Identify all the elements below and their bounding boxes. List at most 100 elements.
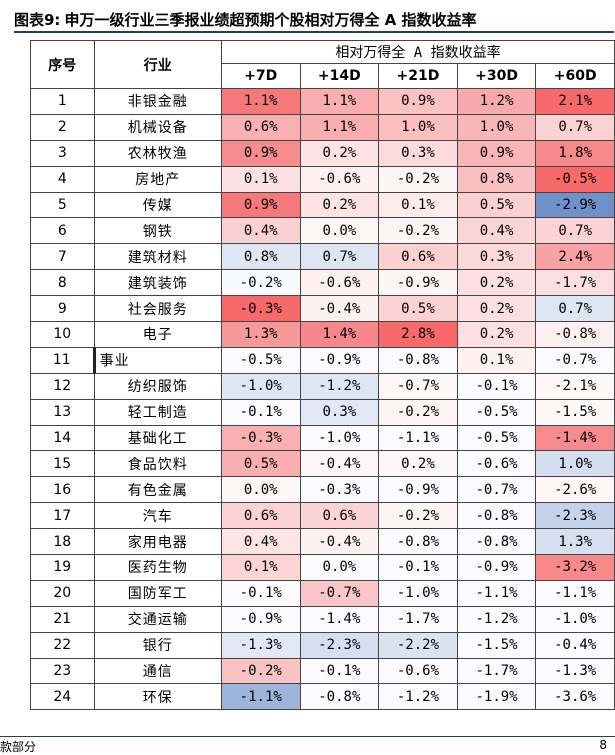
industry-cell: 事业 — [92, 346, 222, 374]
value-cell: -1.7% — [456, 657, 537, 685]
value-cell: 0.0% — [299, 554, 380, 581]
value-cell: -1.0% — [535, 605, 615, 633]
col-header-60d: +60D — [535, 63, 615, 89]
value-cell: -1.1% — [378, 424, 458, 452]
value-cell: -0.2% — [220, 657, 301, 685]
value-cell: -1.4% — [535, 424, 615, 452]
value-cell: -0.2% — [378, 398, 458, 426]
industry-cell: 汽车 — [93, 502, 222, 530]
value-cell: -1.2% — [456, 605, 537, 633]
value-cell: -0.8% — [299, 683, 380, 711]
industry-header: 行业 — [93, 40, 222, 89]
table-row: 7 建筑材料 0.8% 0.7% 0.6% 0.3% 2.4% — [30, 243, 615, 271]
value-cell: -0.7% — [299, 579, 380, 607]
value-cell: 1.4% — [299, 321, 380, 348]
table-row: 18 家用电器 0.4% -0.4% -0.8% -0.8% 1.3% — [30, 528, 615, 556]
seq-cell: 3 — [30, 139, 95, 167]
value-cell: 0.8% — [220, 243, 301, 271]
industry-cell: 轻工制造 — [93, 398, 222, 426]
value-cell: -1.5% — [456, 631, 537, 659]
value-cell: -0.9% — [456, 554, 537, 581]
industry-cell: 农林牧渔 — [93, 139, 222, 167]
industry-cell: 国防军工 — [93, 579, 222, 607]
value-cell: 0.3% — [378, 139, 458, 167]
value-cell: -0.8% — [535, 321, 615, 348]
value-cell: -0.5% — [220, 346, 301, 374]
value-cell: 0.7% — [535, 295, 615, 323]
value-cell: -0.6% — [456, 450, 537, 478]
table-row: 6 钢铁 0.4% 0.0% -0.2% 0.4% 0.7% — [30, 217, 615, 245]
industry-cell: 银行 — [93, 631, 222, 659]
table-row: 9 社会服务 -0.3% -0.4% 0.5% 0.2% 0.7% — [30, 295, 615, 323]
value-cell: -0.6% — [299, 165, 380, 193]
value-cell: -3.6% — [535, 683, 615, 711]
value-cell: 2.4% — [535, 243, 615, 271]
value-cell: 0.1% — [456, 346, 537, 374]
value-cell: 0.2% — [456, 269, 537, 297]
value-cell: 0.5% — [220, 450, 301, 478]
industry-cell: 纺织服饰 — [93, 372, 222, 400]
value-cell: -0.4% — [299, 450, 380, 478]
seq-cell: 9 — [30, 295, 95, 323]
industry-cell: 建筑装饰 — [93, 269, 222, 297]
seq-cell: 20 — [30, 579, 95, 607]
value-cell: -2.3% — [299, 631, 380, 659]
value-cell: -0.9% — [299, 346, 380, 374]
title-divider — [14, 31, 614, 33]
value-cell: -0.4% — [299, 528, 380, 556]
industry-cell: 房地产 — [93, 165, 222, 193]
value-cell: -1.0% — [299, 424, 380, 452]
value-cell: 0.9% — [378, 88, 458, 115]
value-cell: -0.1% — [378, 554, 458, 581]
value-cell: 0.2% — [299, 139, 380, 167]
value-cell: -0.8% — [378, 528, 458, 556]
value-cell: -0.2% — [378, 165, 458, 193]
table-body: 1 非银金融 1.1% 1.1% 0.9% 1.2% 2.1% 2 机械设备 0.6% 1.1% 1.… — [30, 88, 615, 711]
group-header: 相对万得全 A 指数收益率 — [220, 40, 615, 64]
value-cell: 0.4% — [220, 217, 301, 245]
table-row: 21 交通运输 -0.9% -1.4% -1.7% -1.2% -1.0% — [30, 605, 615, 633]
value-cell: -2.6% — [535, 476, 615, 504]
industry-cell: 有色金属 — [93, 476, 222, 504]
value-cell: -0.2% — [378, 502, 458, 530]
value-cell: -1.0% — [220, 372, 301, 400]
seq-cell: 4 — [30, 165, 95, 193]
value-cell: 0.5% — [378, 295, 458, 323]
value-cell: -0.5% — [535, 165, 615, 193]
value-cell: 0.0% — [299, 217, 380, 245]
value-cell: -0.4% — [535, 631, 615, 659]
table-row: 11 事业 -0.5% -0.9% -0.8% 0.1% -0.7% — [30, 346, 615, 374]
value-cell: 0.6% — [220, 502, 301, 530]
value-cell: 0.6% — [299, 502, 380, 530]
industry-cell: 食品饮料 — [93, 450, 222, 478]
value-cell: -0.9% — [220, 605, 301, 633]
value-cell: 0.7% — [299, 243, 380, 271]
seq-cell: 1 — [30, 88, 95, 115]
value-cell: 0.1% — [220, 554, 301, 581]
value-cell: -0.9% — [378, 269, 458, 297]
value-cell: 0.1% — [378, 191, 458, 219]
value-cell: 0.4% — [456, 217, 537, 245]
value-cell: 0.8% — [456, 165, 537, 193]
seq-cell: 5 — [30, 191, 95, 219]
table-row: 24 环保 -1.1% -0.8% -1.2% -1.9% -3.6% — [30, 683, 615, 711]
seq-cell: 17 — [30, 502, 95, 530]
value-cell: 0.5% — [456, 191, 537, 219]
value-cell: 1.3% — [535, 528, 615, 556]
seq-cell: 7 — [30, 243, 95, 271]
table-row: 16 有色金属 0.0% -0.3% -0.9% -0.7% -2.6% — [30, 476, 615, 504]
seq-cell: 13 — [30, 398, 95, 426]
figure-title-text: 申万一级行业三季报业绩超预期个股相对万得全 A 指数收益率 — [64, 10, 477, 29]
value-cell: -0.1% — [220, 398, 301, 426]
value-cell: -1.3% — [535, 657, 615, 685]
footer-text: 款部分 — [0, 740, 37, 754]
value-cell: 0.9% — [456, 139, 537, 167]
value-cell: -1.4% — [299, 605, 380, 633]
value-cell: 1.2% — [456, 88, 537, 115]
col-header-7d: +7D — [220, 63, 301, 89]
value-cell: 0.6% — [378, 243, 458, 271]
footer-divider — [0, 736, 615, 737]
value-cell: -1.1% — [456, 579, 537, 607]
value-cell: -0.2% — [220, 269, 301, 297]
value-cell: -0.2% — [378, 217, 458, 245]
